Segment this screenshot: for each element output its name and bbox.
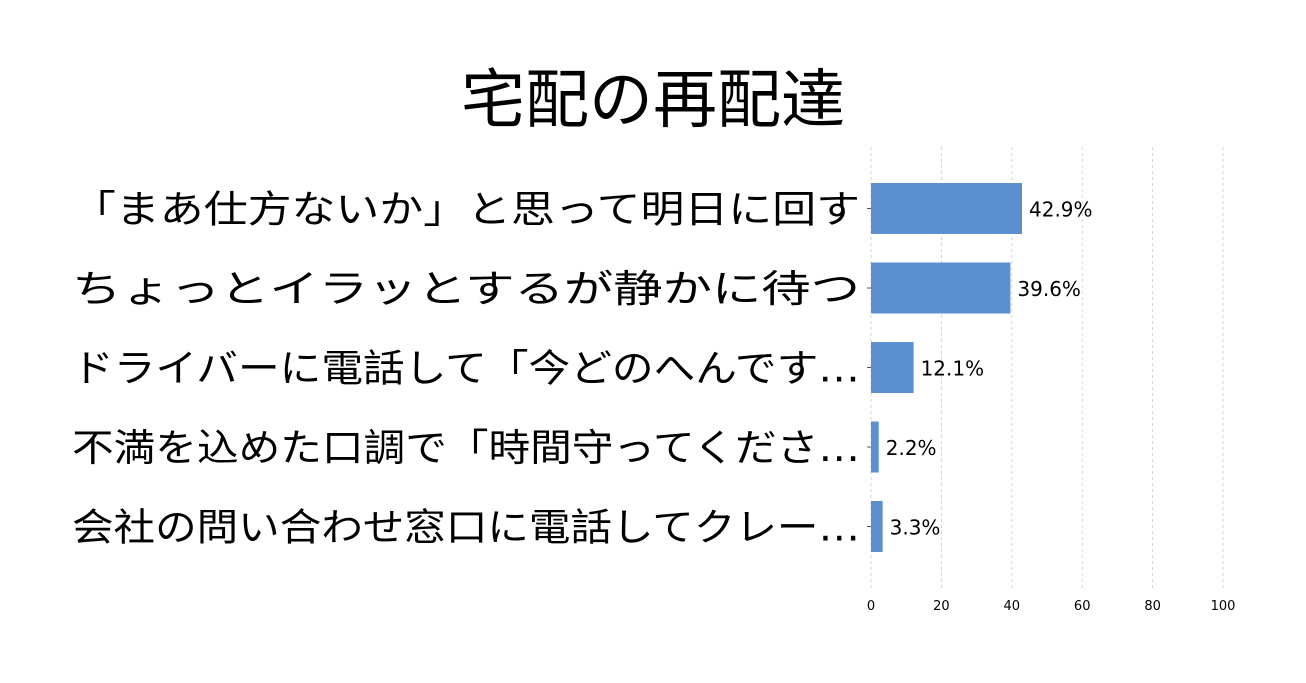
x-tick-label: 60 (1074, 599, 1091, 614)
x-axis-ticks: 0 20 40 60 80 100 (867, 208, 1236, 614)
x-tick-label: 0 (867, 599, 875, 614)
bar (871, 501, 883, 552)
chart-title: 宅配の再配達 (461, 64, 845, 138)
category-label: 会社の問い合わせ窓口に電話してクレー… (72, 506, 860, 550)
bar (871, 183, 1023, 234)
x-tick-label: 40 (1004, 599, 1021, 614)
bars (871, 183, 1023, 552)
bar (871, 421, 879, 473)
x-tick-label: 100 (1211, 599, 1236, 614)
category-label: ちょっとイラッとするが静かに待つ (72, 267, 860, 311)
x-tick-label: 20 (933, 599, 950, 614)
bar (871, 342, 914, 393)
value-label: 3.3% (890, 516, 941, 540)
value-label: 12.1% (921, 357, 985, 381)
category-label: 「まあ仕方ないか」と思って明日に回す (72, 188, 860, 232)
category-label: 不満を込めた口調で「時間守ってくださ… (72, 426, 860, 470)
value-labels: 42.9% 39.6% 12.1% 2.2% 3.3% (886, 198, 1093, 540)
bar (871, 262, 1011, 314)
value-label: 39.6% (1017, 277, 1081, 301)
category-labels: 「まあ仕方ないか」と思って明日に回すちょっとイラッとするが静かに待つドライバーに… (72, 188, 860, 550)
value-label: 42.9% (1029, 198, 1093, 222)
category-label: ドライバーに電話して「今どのへんです… (72, 347, 860, 391)
value-label: 2.2% (886, 436, 937, 460)
x-tick-label: 80 (1144, 599, 1161, 614)
